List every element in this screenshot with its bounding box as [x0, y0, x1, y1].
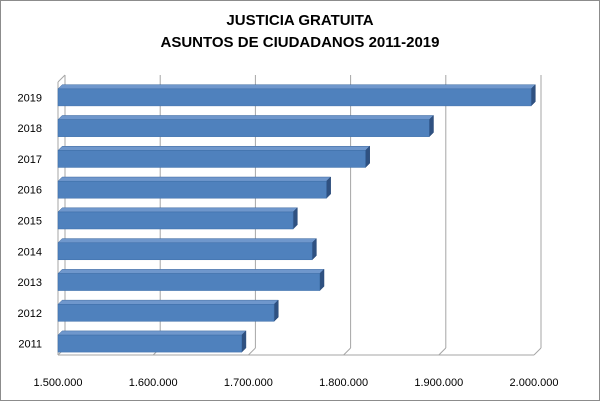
x-tick-label: 1.700.000 [224, 377, 273, 389]
y-tick-label: 2019 [18, 92, 42, 104]
x-tick-label: 1.500.000 [34, 377, 83, 389]
bar-2018 [57, 119, 430, 137]
bar-top-face [57, 330, 247, 336]
y-tick-label: 2011 [18, 339, 42, 351]
bar-2013 [57, 273, 321, 291]
y-tick-label: 2017 [18, 154, 42, 166]
bar-top-face [57, 84, 536, 90]
bar-2012 [57, 304, 275, 322]
bar-2011 [57, 334, 242, 353]
bar-2014 [57, 242, 313, 261]
chart-subtitle: ASUNTOS DE CIUDADANOS 2011-2019 [160, 34, 440, 51]
floor-gridline [533, 347, 542, 356]
floor-gridline [248, 347, 256, 356]
floor-gridline [343, 347, 351, 356]
bar-top-face [57, 115, 435, 120]
y-tick-label: 2014 [18, 246, 42, 258]
bar-top-face [57, 145, 371, 151]
x-tick-label: 2.000.000 [510, 377, 559, 389]
bar-top-face [57, 238, 317, 244]
y-tick-label: 2018 [18, 123, 42, 135]
y-tick-label: 2016 [18, 185, 42, 197]
x-tick-label: 1.800.000 [319, 377, 368, 389]
bar-2015 [57, 211, 294, 230]
y-tick-label: 2013 [18, 277, 42, 289]
floor-gridline [438, 347, 447, 356]
left-wall-top [57, 74, 66, 83]
y-tick-labels: 2019 2018 2017 2016 2015 2014 2013 2012 2011 [18, 92, 42, 350]
x-tick-label: 1.900.000 [414, 377, 463, 389]
y-tick-label: 2015 [18, 216, 42, 228]
bar-2019 [57, 88, 532, 107]
bar-top-face [57, 176, 332, 182]
bar-2017 [57, 150, 366, 168]
chart-title: JUSTICIA GRATUITA [226, 12, 374, 29]
bar-top-face [57, 269, 325, 274]
bar-2016 [57, 180, 327, 199]
x-tick-label: 1.600.000 [129, 377, 178, 389]
bar-top-face [57, 207, 298, 213]
bars [57, 84, 536, 353]
x-tick-labels: 1.500.000 1.600.000 1.700.000 1.800.000 1.90… [34, 377, 559, 389]
bar-top-face [57, 299, 279, 305]
y-tick-label: 2012 [18, 308, 42, 320]
